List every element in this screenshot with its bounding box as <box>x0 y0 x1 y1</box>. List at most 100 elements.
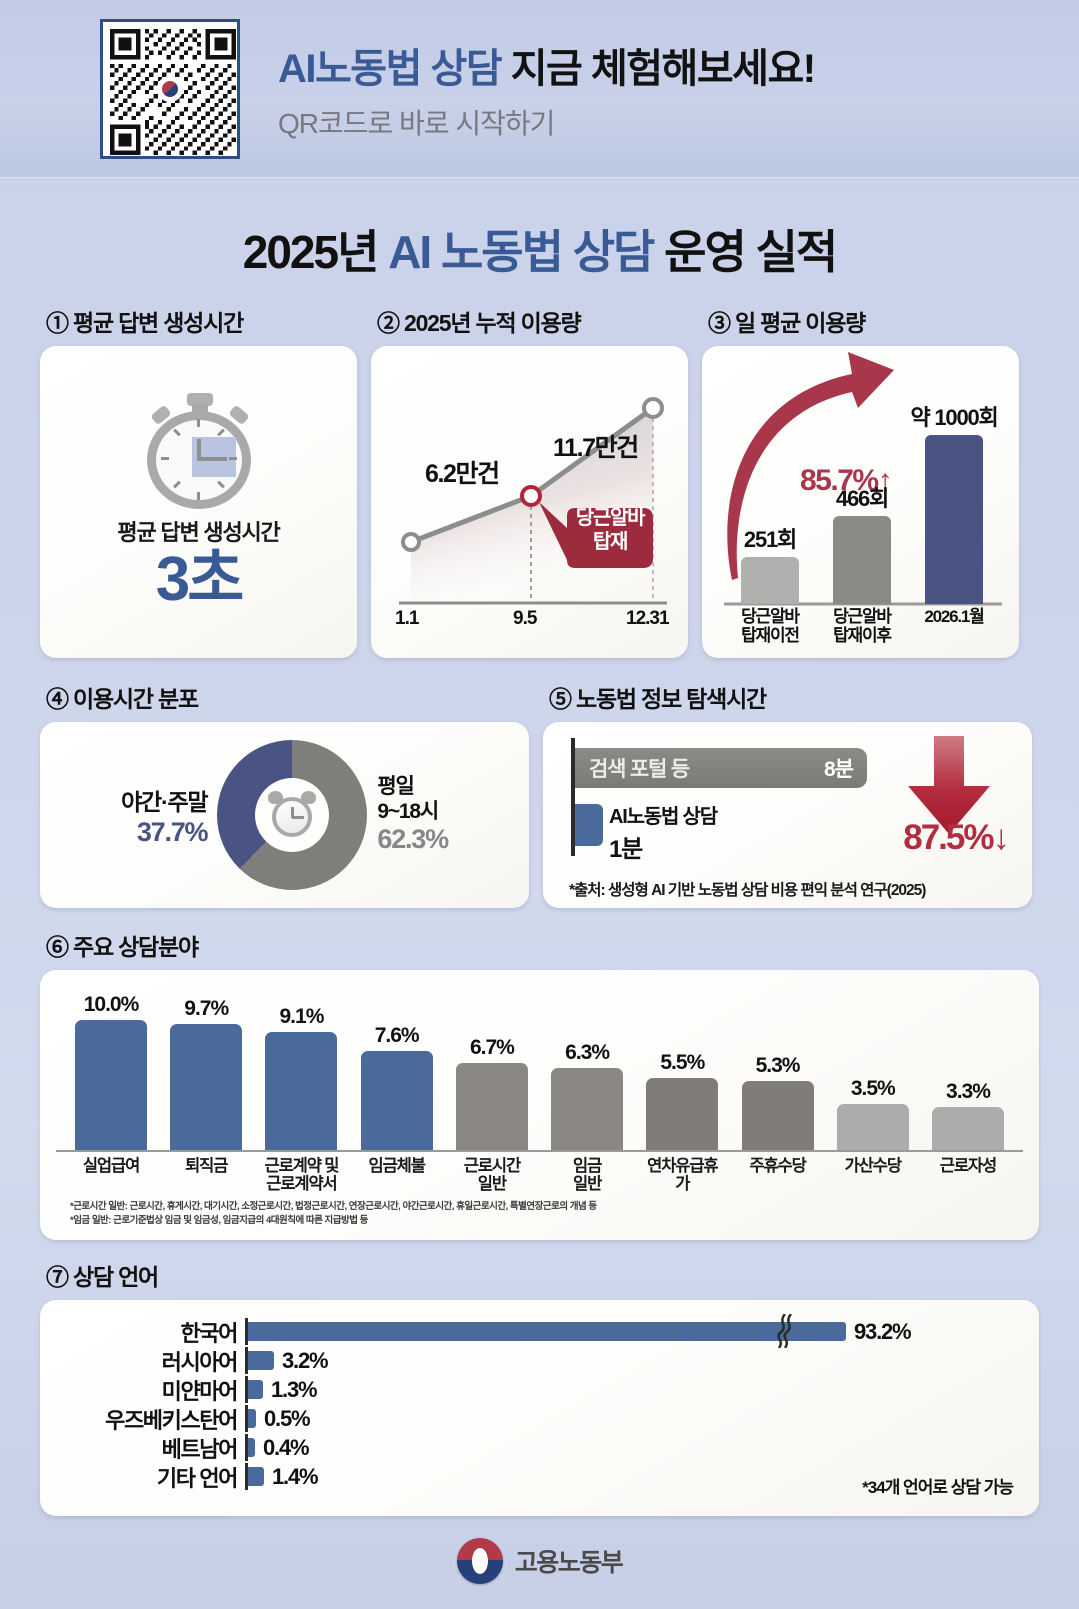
language-axis <box>245 1347 248 1374</box>
bar <box>75 1020 147 1150</box>
language-value: 93.2% <box>854 1318 912 1344</box>
callout-line-1: 당근알바 <box>575 507 646 529</box>
promo-title-blue: AI노동법 상담 <box>278 46 503 91</box>
language-label: 우즈베키스탄어 <box>105 1407 238 1433</box>
section-1: ① 평균 답변 생성시간 평균 답변 생성시간 3초 <box>40 304 357 658</box>
language-bar <box>248 1467 264 1486</box>
bar-category: 근로자성 <box>939 1157 997 1175</box>
bar-category-0: 당근알바 탑재이전 <box>730 607 810 645</box>
bar-group: 6.3% <box>546 984 628 1150</box>
growth-up-arrow-icon: ↑ <box>877 464 893 497</box>
page-title: 2025년 AI 노동법 상담 운영 실적 <box>0 216 1079 282</box>
bar-value: 3.3% <box>946 1080 991 1103</box>
bar-value-2: 약 1000회 <box>910 405 998 430</box>
bar-group: 3.3% <box>927 984 1009 1150</box>
language-row: 미얀마어 1.3% <box>60 1376 1019 1404</box>
bar-value: 5.3% <box>755 1054 801 1077</box>
bar-category-1-line1: 당근알바 <box>833 607 892 626</box>
language-bar <box>248 1438 255 1457</box>
bar <box>551 1068 624 1150</box>
section-5-source: *출처: 생성형 AI 기반 노동법 상담 비용 편익 분석 연구(2025) <box>569 882 926 899</box>
bar-group: 3.5% <box>832 984 914 1150</box>
ai-consult-bar <box>575 804 603 846</box>
language-value: 3.2% <box>282 1347 329 1373</box>
daily-usage-bars: 251회 466회 약 1000회 <box>724 400 1000 604</box>
section-7-heading: ⑦ 상담 언어 <box>46 1264 159 1290</box>
bar-value: 3.5% <box>850 1077 896 1100</box>
language-row: 러시아어 3.2% <box>60 1347 1019 1375</box>
footnote-2: *임금 일반: 근로기준법상 임금 및 임금성, 임금지급의 4대원칙에 따른 … <box>70 1214 368 1226</box>
bar-category-0-line2: 탑재이전 <box>741 625 800 645</box>
bar <box>265 1032 338 1150</box>
bar-group-1: 466회 <box>825 400 899 604</box>
bar-value: 9.7% <box>184 997 229 1020</box>
bar <box>170 1024 243 1150</box>
bar-value: 10.0% <box>83 993 140 1016</box>
donut-legend-night: 야간·주말 37.7% <box>121 783 209 848</box>
growth-arrow-icon <box>724 352 1002 606</box>
language-bar <box>248 1314 846 1348</box>
page-title-blue: AI 노동법 상담 <box>388 226 655 278</box>
bar-category: 근로시간 일반 <box>463 1157 521 1194</box>
stats-row-1: ① 평균 답변 생성시간 평균 답변 생성시간 3초 ② 2025 <box>0 304 1079 658</box>
bar-group: 10.0% <box>70 984 152 1150</box>
promo-header: AI노동법 상담 지금 체험해보세요! QR코드로 바로 시작하기 <box>0 0 1079 178</box>
section-1-heading: ① 평균 답변 생성시간 <box>46 310 244 336</box>
bar-value: 5.5% <box>660 1051 705 1074</box>
section-4: ④ 이용시간 분포 야간·주말 37.7% 평일 9~18시 6 <box>40 680 529 908</box>
x-tick-0: 1.1 <box>395 608 419 629</box>
promo-title: AI노동법 상담 지금 체험해보세요! <box>278 36 816 94</box>
page-footer: 고용노동부 <box>0 1538 1079 1584</box>
bar <box>455 1063 528 1150</box>
language-value: 1.3% <box>271 1376 318 1402</box>
stats-row-3: ⑥ 주요 상담분야 10.0% 9.7% 9.1% 7.6% 6.7% 6.3%… <box>0 928 1079 1240</box>
bar-category: 임금 일반 <box>573 1157 602 1194</box>
language-label: 베트남어 <box>161 1436 239 1462</box>
promo-title-dark: 지금 체험해보세요! <box>501 46 816 91</box>
cumulative-usage-chart <box>399 397 667 605</box>
section-6-card: 10.0% 9.7% 9.1% 7.6% 6.7% 6.3% 5.5% 5.3%… <box>40 970 1039 1240</box>
section-3: ③ 일 평균 이용량 85.7%↑ 251회 466회 약 1000회 <box>702 304 1019 658</box>
qr-code[interactable] <box>100 18 240 159</box>
bar-2 <box>925 435 983 604</box>
bar <box>836 1104 909 1150</box>
x-tick-1: 9.5 <box>513 608 537 629</box>
bar-category-1: 당근알바 탑재이후 <box>822 607 902 645</box>
bar-1 <box>833 516 891 604</box>
section-5-card: 검색 포털 등 8분 AI노동법 상담 1분 87.5%↓ *출처: 생성형 A… <box>543 722 1032 908</box>
stats-row-4: ⑦ 상담 언어 한국어 93.2% 러시아어 3.2% <box>0 1258 1079 1516</box>
bar-category: 실업급여 <box>82 1157 140 1175</box>
bar-category-2-line1: 2026.1월 <box>924 607 984 626</box>
bar <box>646 1078 719 1150</box>
weekday-value: 62.3% <box>377 823 449 854</box>
bar-value: 6.3% <box>565 1041 610 1064</box>
bar-value-1: 466회 <box>835 486 889 511</box>
language-row: 기타 언어 1.4% <box>60 1463 1019 1491</box>
bar <box>741 1081 814 1150</box>
growth-rate-label: 85.7%↑ <box>800 464 893 498</box>
language-value: 1.4% <box>272 1463 319 1489</box>
bar-group: 5.5% <box>641 984 723 1150</box>
header-text-block: AI노동법 상담 지금 체험해보세요! QR코드로 바로 시작하기 <box>278 36 816 142</box>
language-label: 기타 언어 <box>156 1465 238 1491</box>
bar-category: 연차유급휴가 <box>647 1157 719 1194</box>
consult-fields-labels: 실업급여 퇴직금 근로계약 및 근로계약서 임금체불 근로시간 일반 임금 일반 연차… <box>56 1152 1023 1194</box>
section-4-heading: ④ 이용시간 분포 <box>46 686 199 712</box>
section-6: ⑥ 주요 상담분야 10.0% 9.7% 9.1% 7.6% 6.7% 6.3%… <box>40 928 1039 1240</box>
night-weekend-value: 37.7% <box>136 816 209 847</box>
bar-group: 5.3% <box>737 984 819 1150</box>
language-axis <box>245 1463 248 1490</box>
alarm-clock-icon <box>267 790 317 840</box>
search-time-axis <box>571 738 575 856</box>
bar-category: 주휴수당 <box>749 1157 806 1175</box>
qr-code-svg <box>110 28 236 155</box>
usage-time-donut <box>217 740 368 890</box>
bar-category-1-line2: 탑재이후 <box>833 625 892 645</box>
language-bar <box>248 1351 274 1370</box>
ai-consult-value: 1분 <box>609 836 643 863</box>
section-6-footnotes: *근로시간 일반: 근로시간, 휴게시간, 대기시간, 소정근로시간, 법정근로… <box>56 1194 1023 1228</box>
section-7-note: *34개 언어로 상담 가능 <box>862 1478 1014 1497</box>
stopwatch-icon <box>140 391 258 510</box>
callout-badge: 당근알바 탑재 <box>571 506 649 554</box>
page-title-post: 운영 실적 <box>653 226 838 278</box>
